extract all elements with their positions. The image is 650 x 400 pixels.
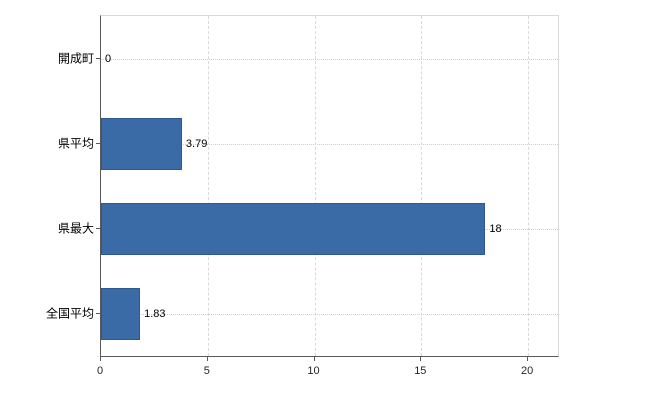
vertical-gridline: [528, 16, 530, 356]
x-tick-mark: [206, 356, 208, 361]
x-tick-label-0: 0: [96, 365, 104, 377]
vertical-gridline: [421, 16, 423, 356]
category-label-3: 全国平均: [45, 306, 94, 320]
x-tick-label-3: 15: [414, 365, 427, 377]
value-label-3: 1.83: [144, 307, 166, 320]
x-tick-mark: [313, 356, 315, 361]
category-label-1: 県平均: [57, 136, 94, 150]
horizontal-gridline: [101, 58, 558, 60]
x-tick-label-1: 5: [203, 365, 210, 377]
y-tick-mark: [96, 57, 100, 59]
bar-2: [101, 202, 486, 255]
y-tick-mark: [96, 142, 100, 144]
bar-1: [101, 117, 182, 170]
x-tick-label-4: 20: [520, 365, 534, 377]
category-label-2: 県最大: [57, 221, 94, 235]
value-label-1: 3.79: [185, 137, 208, 150]
y-tick-mark: [96, 312, 100, 314]
x-tick-mark: [100, 356, 101, 361]
x-tick-label-2: 10: [307, 365, 320, 377]
category-label-0: 開成町: [57, 51, 94, 65]
plot-area: 0 3.79 18 1.83: [100, 15, 559, 357]
value-label-2: 18: [489, 222, 502, 235]
horizontal-gridline: [101, 313, 558, 315]
vertical-gridline: [314, 16, 316, 356]
horizontal-gridline: [101, 143, 558, 145]
value-label-0: 0: [105, 52, 112, 65]
x-tick-mark: [420, 356, 422, 361]
y-tick-mark: [96, 227, 100, 229]
bar-3: [101, 287, 141, 340]
vertical-gridline: [207, 16, 209, 356]
x-tick-mark: [527, 356, 529, 361]
